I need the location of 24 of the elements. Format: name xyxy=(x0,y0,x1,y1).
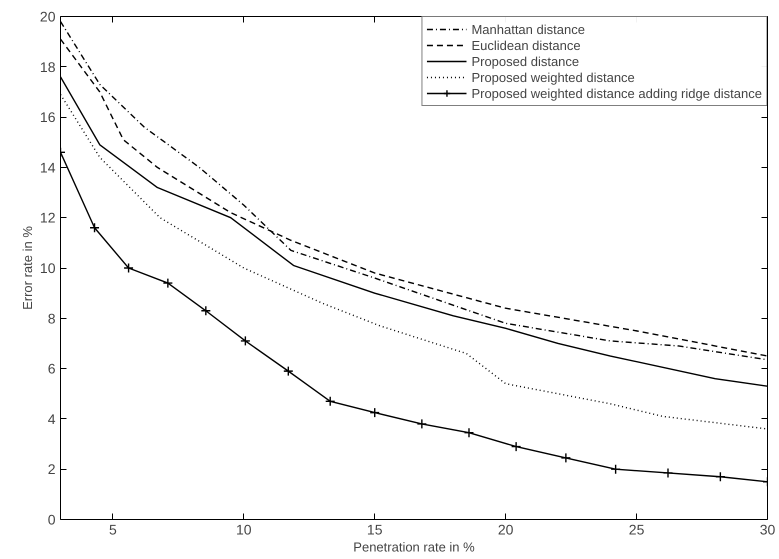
x-axis-title: Penetration rate in % xyxy=(353,540,476,554)
y-tick-label: 10 xyxy=(40,260,56,276)
x-tick-label: 25 xyxy=(628,522,645,538)
y-tick-label: 0 xyxy=(48,512,56,528)
legend-label: Euclidean distance xyxy=(471,37,581,53)
x-tick-label: 15 xyxy=(366,522,383,538)
x-tick-label: 5 xyxy=(108,522,117,538)
legend-label: Proposed distance xyxy=(471,53,580,69)
x-tick-label: 10 xyxy=(236,522,252,538)
y-tick-label: 20 xyxy=(40,8,56,24)
y-tick-label: 16 xyxy=(40,109,56,126)
legend-label: Proposed weighted distance xyxy=(471,69,635,85)
x-tick-label: 30 xyxy=(760,522,776,538)
y-axis-title: Error rate in % xyxy=(20,226,35,310)
legend-label: Proposed weighted distance adding ridge distance xyxy=(471,85,762,101)
y-tick-label: 2 xyxy=(48,461,56,478)
y-tick-label: 4 xyxy=(48,410,56,427)
y-tick-label: 18 xyxy=(40,58,56,75)
y-tick-label: 6 xyxy=(48,360,56,377)
y-tick-label: 8 xyxy=(48,310,56,326)
x-tick-label: 20 xyxy=(498,522,514,538)
legend-label: Manhattan distance xyxy=(471,21,585,37)
y-tick-label: 14 xyxy=(40,159,56,176)
y-tick-label: 12 xyxy=(40,210,56,226)
